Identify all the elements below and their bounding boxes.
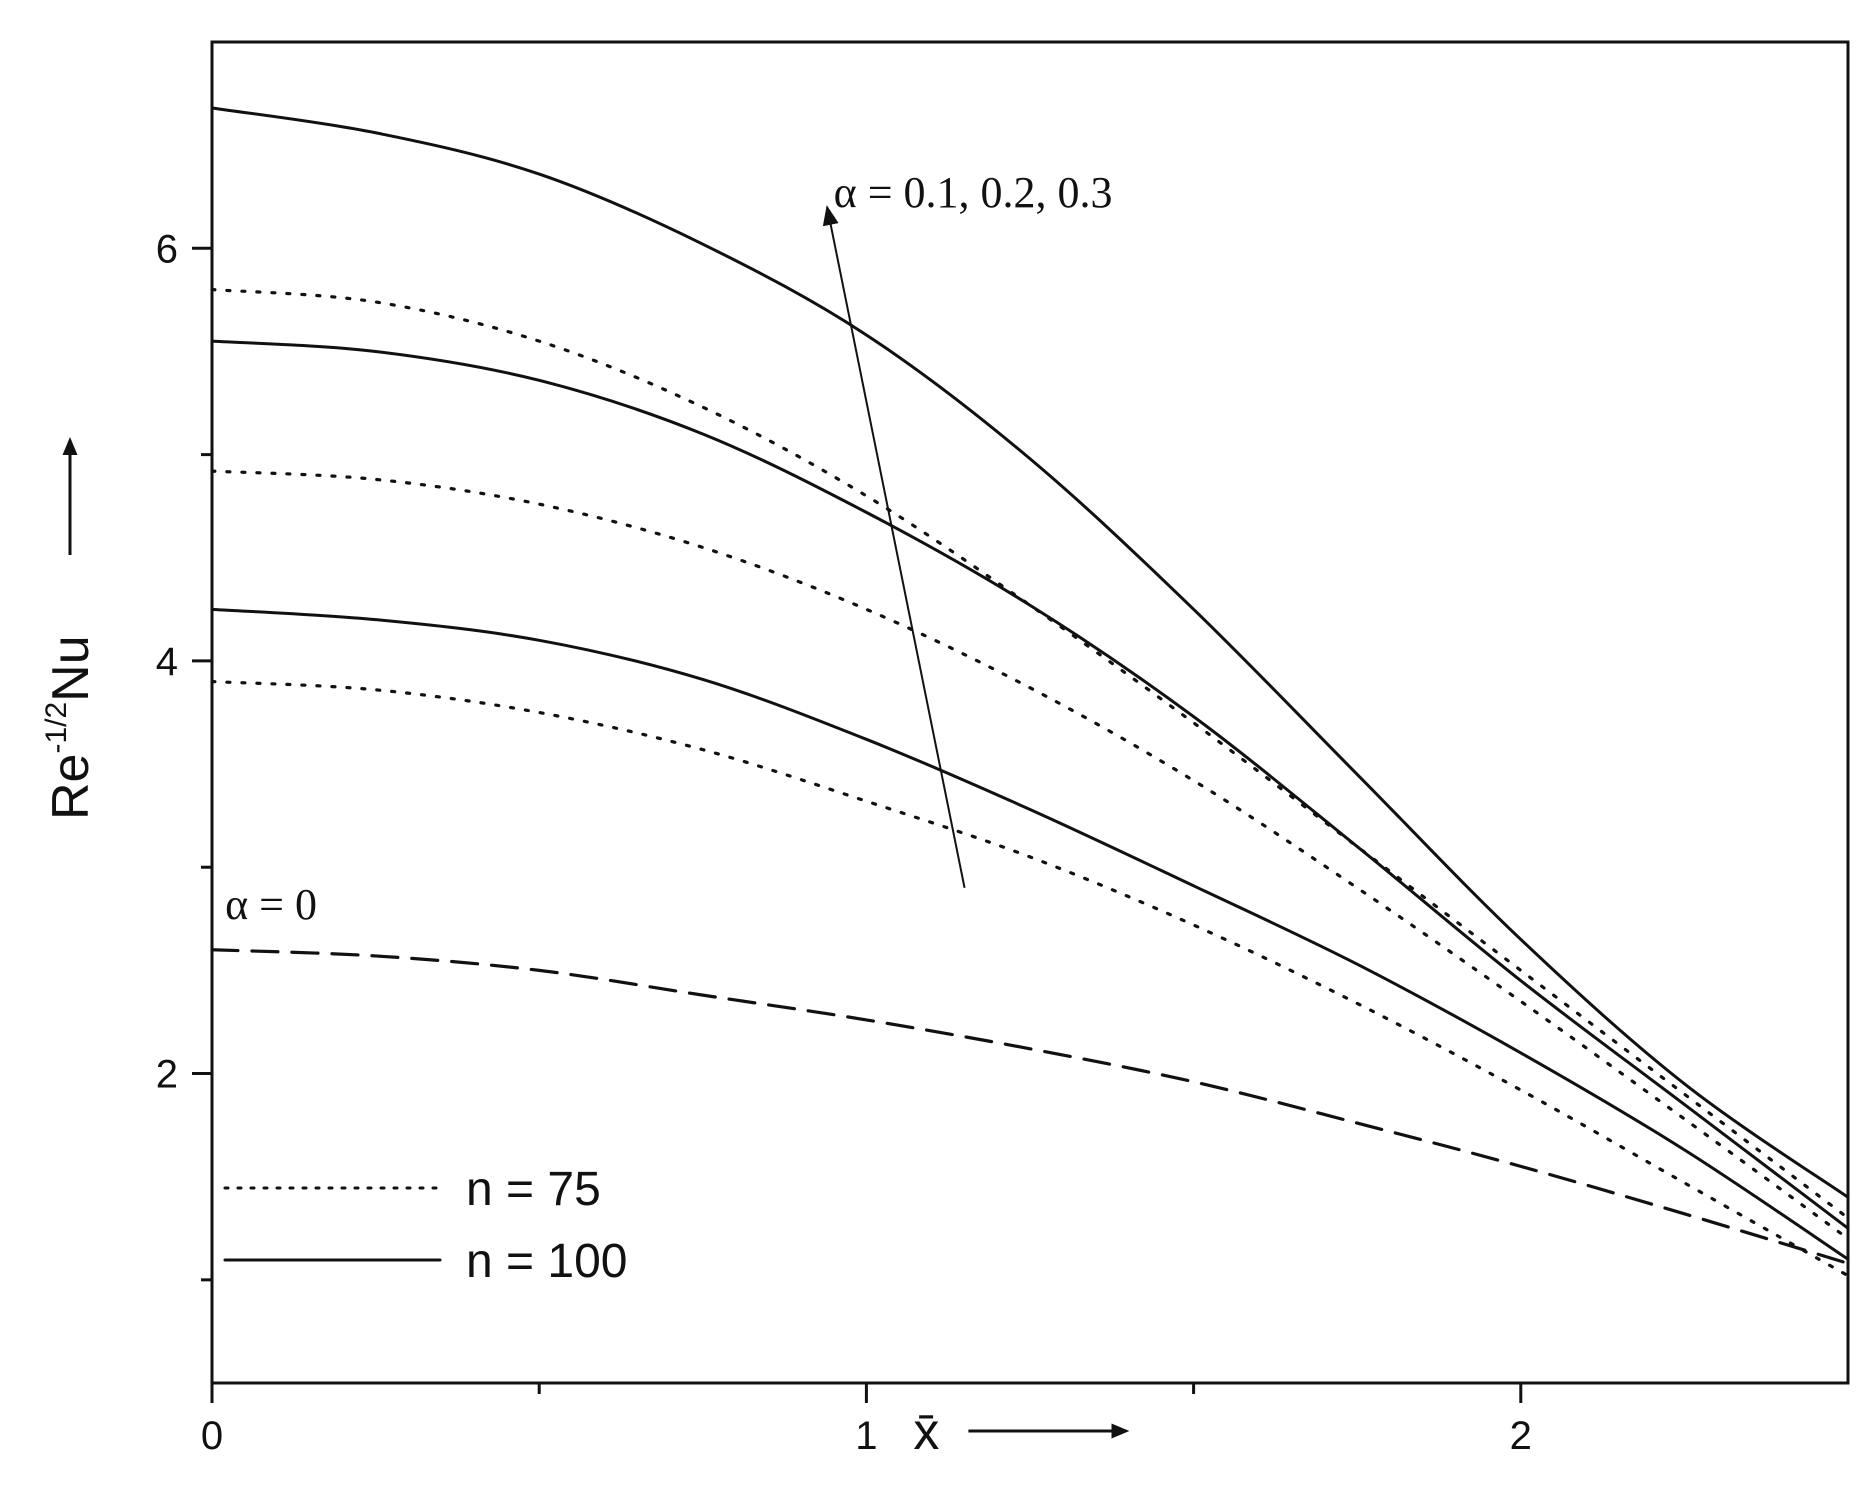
legend-label: n = 100	[466, 1235, 627, 1288]
series-line-3-solid	[210, 607, 1850, 1261]
legend: n = 75 n = 100	[223, 1163, 627, 1288]
alpha-values-annotation: α = 0.1, 0.2, 0.3	[834, 168, 1113, 217]
y-axis-title-sup: -1/2	[40, 702, 73, 754]
y-axis-title-tail: Nu	[42, 635, 100, 701]
y-axis-title: Re-1/2Nu	[40, 635, 100, 820]
x-tick-label: 2	[1510, 1414, 1532, 1458]
series-line-5-solid	[210, 339, 1850, 1230]
alpha-zero-annotation: α = 0	[225, 880, 317, 929]
series-line-1-dashed	[210, 948, 1850, 1265]
y-axis-title-main: Re	[42, 754, 100, 820]
x-tick-label: 1	[855, 1414, 877, 1458]
alpha-trend-arrow	[822, 205, 966, 889]
series-line-6-dotted	[210, 287, 1850, 1220]
series-line-2-dotted	[210, 679, 1850, 1278]
plot-frame	[210, 40, 1850, 1385]
x-axis-title: x̄	[913, 1403, 939, 1461]
chart-marks: 0 1 2 2 4 6 x̄ Re-1/2Nu α = 0.1, 0.2, 0.3 α = 0 n …	[40, 40, 1850, 1461]
legend-label: n = 75	[466, 1163, 601, 1216]
y-tick-label: 2	[156, 1053, 178, 1097]
series-line-4-dotted	[210, 469, 1850, 1241]
series-line-7-solid	[210, 106, 1850, 1199]
y-tick-label: 6	[156, 227, 178, 271]
y-axis-title-group: Re-1/2Nu	[40, 437, 100, 820]
x-tick-label: 0	[201, 1414, 223, 1458]
y-tick-label: 4	[156, 640, 178, 684]
